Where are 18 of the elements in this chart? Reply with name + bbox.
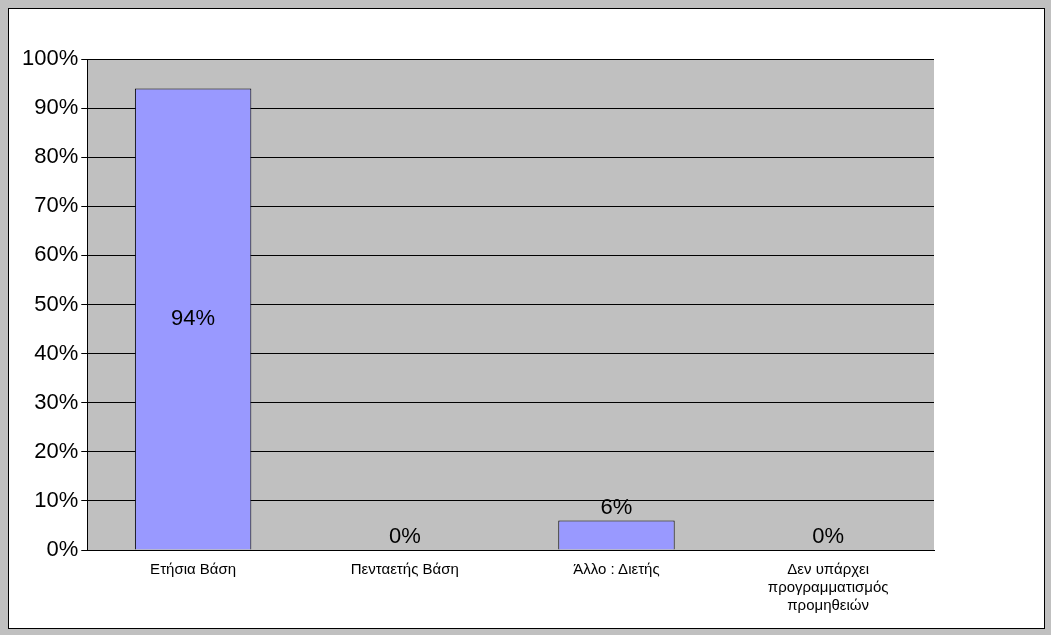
data-label: 94% xyxy=(171,305,216,331)
x-tick-label: Ετήσια Βάση xyxy=(150,560,237,578)
x-tick-label: Πενταετής Βάση xyxy=(350,560,459,578)
x-tick-label: Άλλο : Διετής xyxy=(573,560,660,578)
y-tick-label: 70% xyxy=(34,192,79,218)
y-tick-label: 40% xyxy=(34,339,79,365)
y-tick-label: 10% xyxy=(34,486,79,512)
y-tick-label: 30% xyxy=(34,388,79,414)
y-tick-label: 90% xyxy=(34,94,79,120)
y-tick-label: 100% xyxy=(21,45,79,71)
y-tick-label: 0% xyxy=(46,536,79,562)
y-tick-label: 80% xyxy=(34,143,79,169)
y-tick-label: 50% xyxy=(34,290,79,316)
y-tick-label: 60% xyxy=(34,241,79,267)
data-label: 0% xyxy=(812,523,845,549)
x-tick-label: Δεν υπάρχει προγραμματισμός προμηθειών xyxy=(767,560,889,614)
y-tick-label: 20% xyxy=(34,437,79,463)
data-label: 0% xyxy=(388,523,421,549)
